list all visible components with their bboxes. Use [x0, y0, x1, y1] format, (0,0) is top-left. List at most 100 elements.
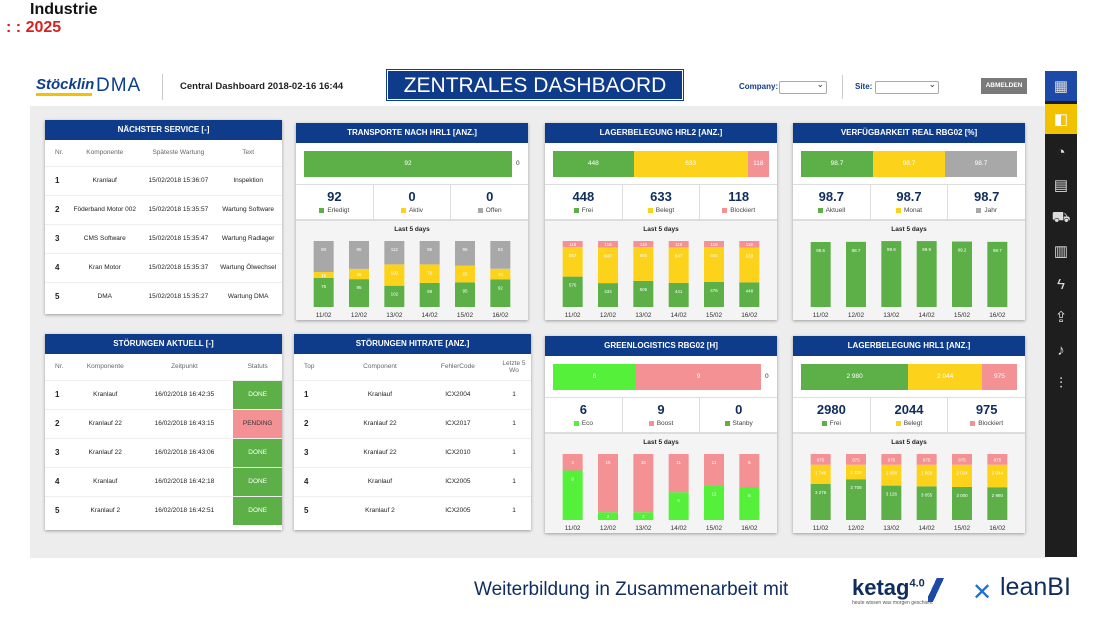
table-cell: Wartung Radlager [214, 223, 282, 253]
kpi-row: 98.7 Aktuell 98.7 Monat 98.7 Jahr [793, 184, 1025, 220]
kpi-row: 2980 Frei 2044 Belegt 975 Blockiert [793, 397, 1025, 433]
kpi-value: 0 [735, 402, 743, 417]
kpi-label: Monat [871, 207, 948, 214]
power-icon[interactable]: ϟ [1057, 275, 1065, 293]
data-label: 647 [604, 253, 612, 258]
data-label: 3 708 [850, 485, 862, 490]
data-label: 98.5 [816, 248, 825, 253]
data-label: 118 [710, 242, 718, 247]
x-tick-label: 12/02 [351, 312, 368, 319]
kpi-label-text: Erledigt [327, 207, 350, 214]
data-label: 12 [711, 492, 717, 497]
legend-swatch [573, 420, 579, 426]
divider [162, 74, 163, 100]
bar-segment [455, 265, 475, 283]
bell-icon[interactable]: ♪ [1057, 341, 1065, 359]
hitrate-rows: 1 Kranlauf ICX2004 1 2 Kranlauf 22 ICX2017 1 3 Kr… [294, 379, 531, 525]
bar-segment [952, 464, 972, 487]
table-row: 3 CMS Software 15/02/2018 15:35:47 Wartung … [45, 223, 282, 253]
kpi: 9 Boost [623, 398, 701, 432]
logout-button[interactable]: ABMELDEN [981, 78, 1027, 94]
bar-segment [739, 487, 760, 520]
kpi-label: Frei [793, 420, 870, 427]
bar-segment [668, 282, 689, 307]
data-label: 99.9 [887, 247, 896, 252]
bar-segment [313, 272, 334, 278]
kpi: 98.7 Jahr [948, 185, 1025, 219]
data-label: 95 [356, 285, 362, 290]
data-label: 35 [498, 272, 504, 277]
data-label: 441 [675, 289, 683, 294]
site-label: Site: [855, 82, 873, 91]
summary-segment: 2 980 [801, 364, 909, 390]
kpi-value: 975 [975, 402, 998, 417]
data-label: 75 [427, 270, 433, 275]
bar-segment [739, 454, 760, 487]
panel-title: LAGERBELEGUNG HRL1 [ANZ.] [793, 336, 1025, 356]
upload-box-icon[interactable]: ⇪ [1054, 309, 1068, 326]
truck-icon[interactable]: ⛟ [1051, 208, 1071, 226]
data-label: 8 [677, 498, 680, 503]
last5-title: Last 5 days [643, 226, 679, 233]
legend-swatch [647, 207, 653, 213]
data-label: 975 [817, 457, 825, 462]
industrie-logo: Industrie : : 2025 [0, 0, 118, 40]
table-cell: Kranlauf 2 [75, 495, 136, 525]
kpi-label: Boost [623, 420, 700, 427]
table-cell: ICX2017 [418, 408, 497, 438]
legend-swatch [400, 207, 406, 213]
x-tick-label: 13/02 [386, 312, 403, 319]
legend-swatch [722, 207, 728, 213]
table-cell: 1 [497, 495, 531, 525]
grid-icon[interactable]: ▦ [1045, 71, 1077, 101]
col-header: Zeitpunkt [171, 363, 198, 371]
data-label: 15 [641, 460, 647, 465]
kpi-label: Blockiert [948, 420, 1025, 427]
company-select[interactable] [779, 79, 827, 94]
bar-segment [668, 454, 689, 493]
summary-segment: 98.7 [873, 151, 945, 177]
col-header: Statuts [247, 363, 268, 371]
table-cell: CMS Software [67, 223, 143, 253]
kpi-label-text: Stanby [732, 420, 753, 427]
bar-segment [810, 241, 831, 307]
bar-segment [668, 241, 689, 248]
data-label: 975 [923, 457, 931, 462]
data-label: 633 [746, 253, 754, 258]
site-select[interactable] [875, 79, 939, 94]
summary-segment: 98.7 [945, 151, 1017, 177]
data-label: 65 [462, 272, 468, 277]
service-rows: 1 Kranlauf 15/02/2018 15:36:07 Inspektion 2 F… [45, 165, 282, 311]
data-label: 3 276 [815, 490, 827, 495]
data-label: 6 [748, 460, 751, 465]
storage-icon[interactable]: ▤ [1053, 177, 1069, 194]
x-tick-label: 11/02 [316, 312, 332, 319]
data-label: 99.9 [922, 247, 931, 252]
col-header: Komponente [86, 363, 124, 371]
clock-24-icon[interactable]: ◔ [1056, 143, 1066, 161]
table-cell: Wartung Ölwechsel [214, 252, 282, 282]
sliders-icon[interactable]: ⫶ [1059, 374, 1063, 392]
last5-chart: 11/02 576 557 118 12/02 434 647 118 13/02 506 655 1… [562, 241, 760, 319]
bar-segment [490, 268, 511, 280]
battery-icon[interactable]: ▥ [1053, 243, 1069, 260]
table-cell: 16/02/2018 16:43:15 [135, 408, 234, 438]
dashboard-icon[interactable]: ◧ [1045, 104, 1077, 134]
stocklin-logo: Stöcklin [36, 76, 95, 93]
data-label: 655 [640, 253, 648, 258]
legend-swatch [895, 207, 901, 213]
kpi: 0 Offen [451, 185, 528, 219]
table-cell: ICX2005 [418, 495, 497, 525]
summary-segment: 975 [981, 364, 1017, 390]
x-tick-label: 14/02 [671, 312, 688, 319]
bar-segment [598, 454, 618, 513]
kpi-label-text: Boost [656, 420, 674, 427]
kpi-label-text: Blockiert [730, 207, 756, 214]
hitrate-table: Top Component FehlerCode Letzte 5 Wo 1 Kr… [294, 354, 531, 525]
bar-segment [916, 241, 937, 307]
bar-segment [633, 247, 654, 281]
bar-segment [455, 282, 475, 307]
kpi: 975 Blockiert [948, 398, 1025, 432]
table-cell: DMA [67, 281, 143, 311]
bar-segment [739, 247, 760, 283]
